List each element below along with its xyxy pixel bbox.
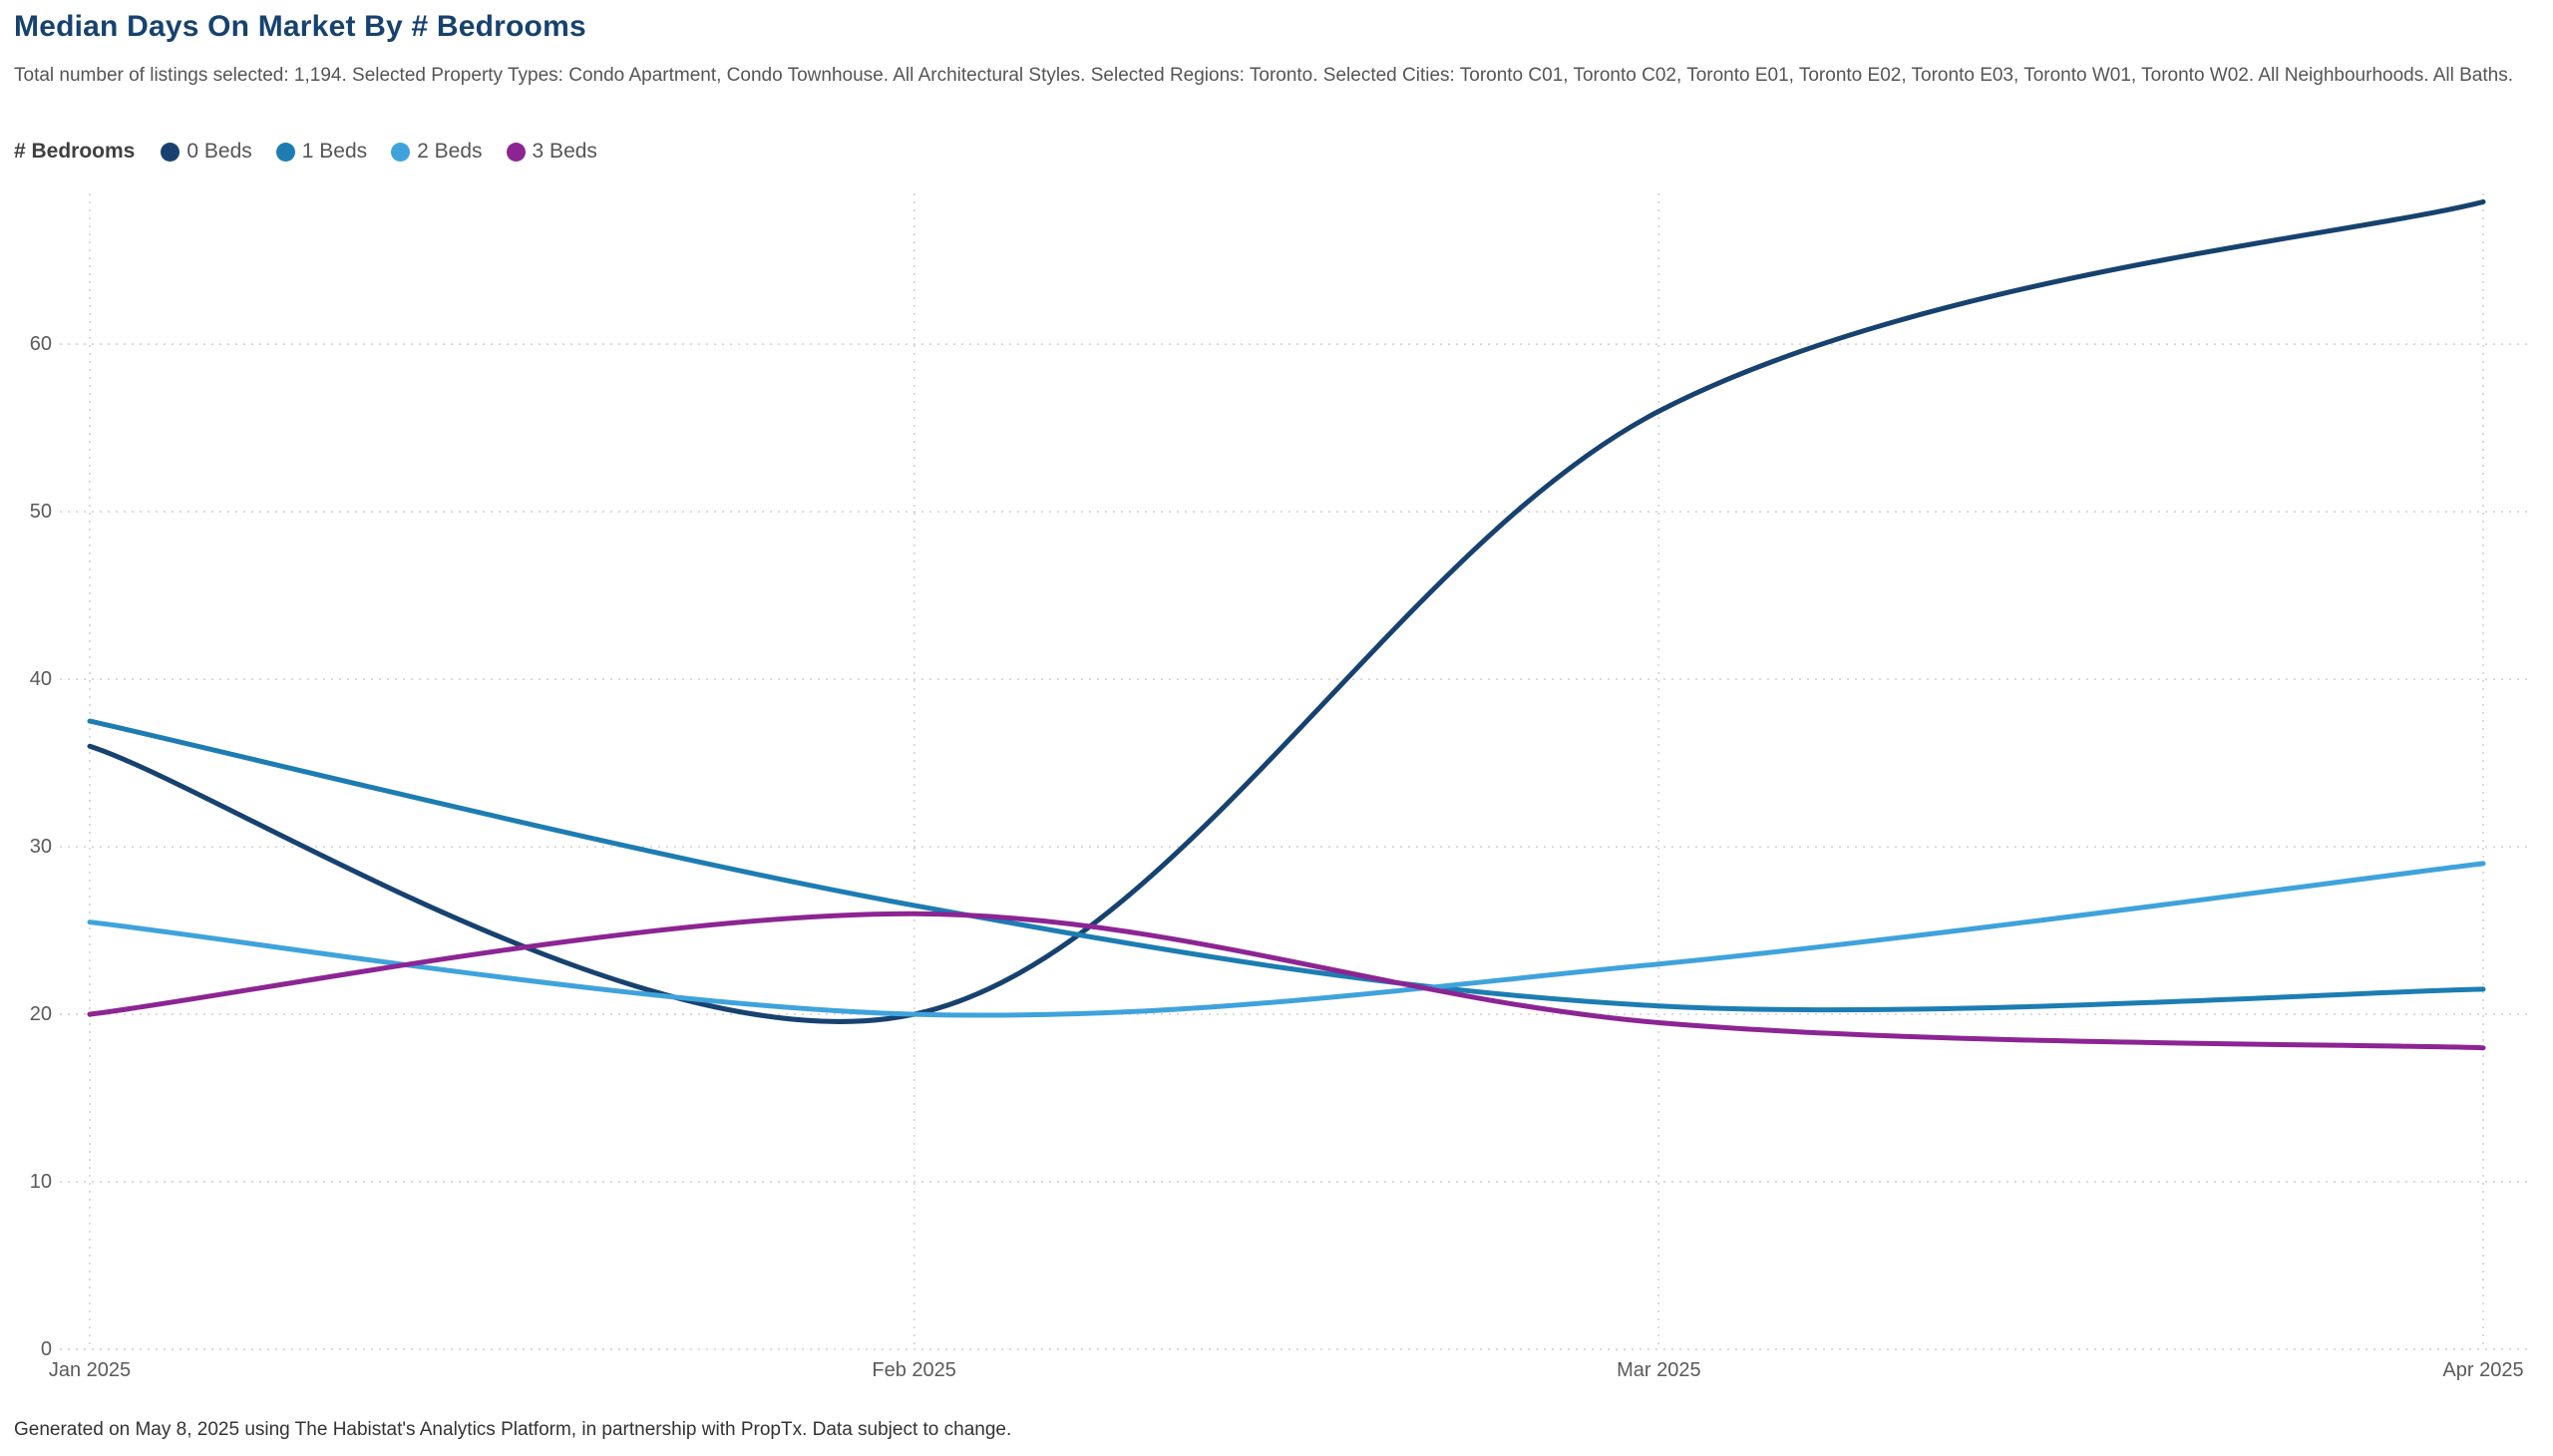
chart-legend: # Bedrooms 0 Beds 1 Beds 2 Beds 3 Beds [14,139,621,165]
y-axis-label: 40 [29,668,52,691]
x-axis-label: Jan 2025 [48,1359,132,1381]
legend-dot-icon [391,142,411,162]
y-axis-label: 30 [29,836,52,859]
chart-subtitle: Total number of listings selected: 1,194… [14,65,2513,86]
series-line-1-beds[interactable] [87,718,2486,1013]
legend-item-1-beds[interactable]: 1 Beds [275,140,368,164]
legend-item-label: 2 Beds [417,140,483,163]
legend-item-3-beds[interactable]: 3 Beds [506,140,597,164]
legend-title: # Bedrooms [14,140,136,163]
y-axis-label: 50 [29,501,52,524]
legend-dot-icon [275,142,295,162]
chart-title: Median Days On Market By # Bedrooms [14,10,586,43]
x-axis-label: Apr 2025 [2442,1359,2524,1381]
series-line-2-beds[interactable] [87,861,2486,1018]
y-axis-label: 0 [40,1338,52,1360]
x-axis-label: Feb 2025 [872,1359,956,1381]
series-line-0-beds[interactable] [87,198,2486,1024]
legend-item-label: 0 Beds [186,140,252,163]
legend-dot-icon [161,142,181,162]
legend-item-2-beds[interactable]: 2 Beds [391,140,483,164]
x-axis-label: Mar 2025 [1617,1359,1701,1381]
y-axis-label: 10 [29,1171,52,1194]
chart-footer: Generated on May 8, 2025 using The Habis… [14,1419,1012,1440]
legend-item-label: 1 Beds [301,140,368,163]
legend-item-label: 3 Beds [532,140,597,163]
legend-item-0-beds[interactable]: 0 Beds [161,140,252,164]
legend-dot-icon [506,142,526,162]
y-axis-label: 20 [29,1003,52,1026]
y-axis-label: 60 [29,333,52,356]
series-line-3-beds[interactable] [87,910,2486,1051]
